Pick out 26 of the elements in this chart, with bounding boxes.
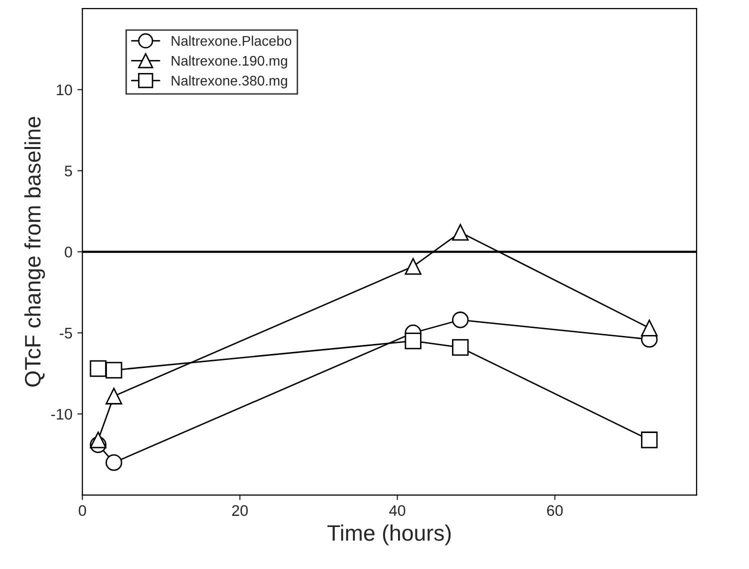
y-tick-label: 0 <box>64 246 72 258</box>
point <box>106 454 122 471</box>
y-tick-label: 5 <box>64 166 72 176</box>
point <box>640 320 658 336</box>
point <box>452 339 469 356</box>
legend-label: Naltrexone.190.mg <box>172 56 288 68</box>
legend-label: Naltrexone.Placebo <box>172 36 292 46</box>
y-tick-label: 10 <box>56 84 72 96</box>
x-axis-title: Time (hours) <box>327 524 451 546</box>
point <box>452 312 469 328</box>
point <box>90 360 106 377</box>
y-axis-title: QTcF change from baseline <box>24 116 46 387</box>
point <box>640 432 658 448</box>
legend-label: Naltrexone.380.mg <box>172 75 288 88</box>
point <box>452 224 469 241</box>
point <box>404 258 422 275</box>
point <box>106 388 122 404</box>
x-tick-label: 60 <box>547 505 563 516</box>
point <box>90 432 106 448</box>
x-tick-label: 0 <box>78 505 86 516</box>
point <box>404 332 422 350</box>
y-tick-label: -10 <box>51 408 72 420</box>
y-tick-label: -5 <box>60 328 72 339</box>
x-tick-label: 20 <box>232 505 248 516</box>
x-tick-label: 40 <box>389 505 406 516</box>
point <box>106 362 122 378</box>
